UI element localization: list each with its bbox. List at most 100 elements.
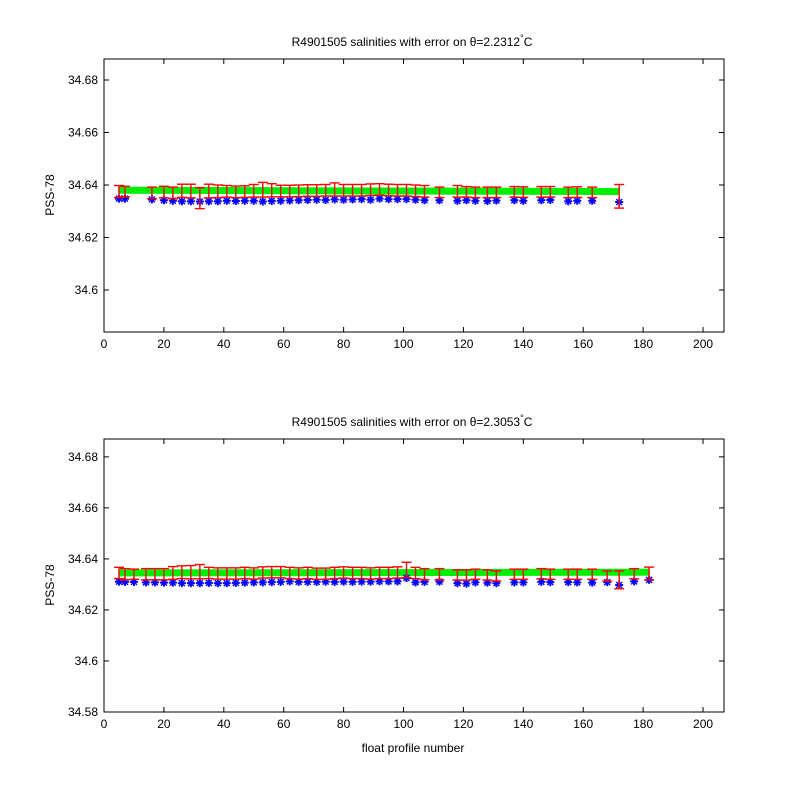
error-bar xyxy=(614,183,625,209)
error-bar xyxy=(230,185,241,199)
x-tick-label: 120 xyxy=(453,337,473,351)
point-stroke xyxy=(420,196,428,204)
error-bar xyxy=(419,567,430,581)
profile-point xyxy=(231,578,240,587)
error-bar xyxy=(128,568,139,581)
profile-point xyxy=(213,197,222,206)
error-bar xyxy=(563,186,574,199)
point-stroke xyxy=(169,579,177,587)
profile-point xyxy=(564,197,573,206)
error-bar xyxy=(536,567,547,580)
error-bar xyxy=(482,569,493,581)
error-bar xyxy=(119,567,130,581)
error-bar xyxy=(482,186,493,199)
error-bar xyxy=(374,566,385,580)
point-stroke xyxy=(340,196,348,204)
x-tick-label: 20 xyxy=(157,717,171,731)
x-tick-label: 200 xyxy=(693,337,713,351)
error-bar xyxy=(203,183,214,199)
x-tick-label: 80 xyxy=(337,717,351,731)
y-tick-label: 34.6 xyxy=(75,654,99,668)
error-bar xyxy=(293,567,304,580)
point-stroke xyxy=(588,197,596,205)
error-bar xyxy=(347,566,358,580)
error-bar xyxy=(212,184,223,199)
point-stroke xyxy=(385,577,393,585)
error-bar xyxy=(545,185,556,198)
x-tick-label: 160 xyxy=(573,717,593,731)
y-tick-label: 34.62 xyxy=(68,231,98,245)
error-bar xyxy=(365,183,376,197)
profile-point xyxy=(603,578,612,587)
error-bar xyxy=(239,566,250,580)
point-stroke xyxy=(537,578,545,586)
point-stroke xyxy=(564,197,572,205)
bottom-chart-panel: R4901505 salinities with error on θ=2.30… xyxy=(43,413,725,755)
point-stroke xyxy=(573,197,581,205)
error-bar xyxy=(248,567,259,580)
error-bar xyxy=(113,184,124,199)
error-bar xyxy=(248,183,259,198)
profile-point xyxy=(453,196,462,205)
point-stroke xyxy=(510,196,518,204)
profile-point xyxy=(366,195,375,204)
point-stroke xyxy=(160,579,168,587)
top-chart-title: R4901505 salinities with error on θ=2.23… xyxy=(292,33,533,49)
profile-point xyxy=(267,578,276,587)
error-bar xyxy=(392,183,403,197)
point-stroke xyxy=(519,197,527,205)
point-stroke xyxy=(394,577,402,585)
error-bar xyxy=(434,186,445,199)
top-chart-panel: R4901505 salinities with error on θ=2.23… xyxy=(43,33,725,351)
error-bar xyxy=(572,186,583,199)
error-bar xyxy=(176,183,187,199)
profile-point xyxy=(348,577,357,586)
error-bar xyxy=(257,181,268,198)
error-bar xyxy=(338,183,349,197)
x-tick-label: 0 xyxy=(101,337,108,351)
profile-point xyxy=(186,197,195,206)
error-bar xyxy=(587,568,598,581)
error-bar xyxy=(401,183,412,197)
error-bar xyxy=(374,182,385,196)
x-tick-label: 140 xyxy=(513,717,533,731)
profile-point xyxy=(186,579,195,588)
error-bar xyxy=(518,568,529,581)
error-bar xyxy=(452,569,463,581)
profile-point xyxy=(483,197,492,206)
x-tick-label: 160 xyxy=(573,337,593,351)
point-stroke xyxy=(519,578,527,586)
error-bar xyxy=(158,567,169,581)
bottom-chart-title: R4901505 salinities with error on θ=2.30… xyxy=(292,413,533,429)
point-stroke xyxy=(241,197,249,205)
point-stroke xyxy=(358,195,366,203)
point-stroke xyxy=(537,196,545,204)
bottom-chart-ylabel: PSS-78 xyxy=(43,564,57,606)
x-tick-label: 180 xyxy=(633,337,653,351)
x-tick-label: 120 xyxy=(453,717,473,731)
error-bar xyxy=(329,566,340,580)
point-stroke xyxy=(340,578,348,586)
x-tick-label: 60 xyxy=(277,337,291,351)
error-bar xyxy=(383,566,394,580)
point-stroke xyxy=(588,579,596,587)
point-stroke xyxy=(313,196,321,204)
profile-point xyxy=(195,579,204,588)
error-bar xyxy=(275,184,286,198)
error-bar xyxy=(563,568,574,581)
profile-point xyxy=(204,197,213,206)
point-stroke xyxy=(349,195,357,203)
profile-point xyxy=(339,577,348,586)
profile-point xyxy=(177,197,186,206)
error-bar xyxy=(410,566,421,580)
point-stroke xyxy=(214,197,222,205)
x-tick-label: 20 xyxy=(157,337,171,351)
error-bar xyxy=(470,186,481,199)
profile-point xyxy=(348,195,357,204)
point-stroke xyxy=(546,578,554,586)
point-stroke xyxy=(295,578,303,586)
point-stroke xyxy=(564,578,572,586)
x-tick-label: 80 xyxy=(337,337,351,351)
profile-point xyxy=(258,578,267,587)
